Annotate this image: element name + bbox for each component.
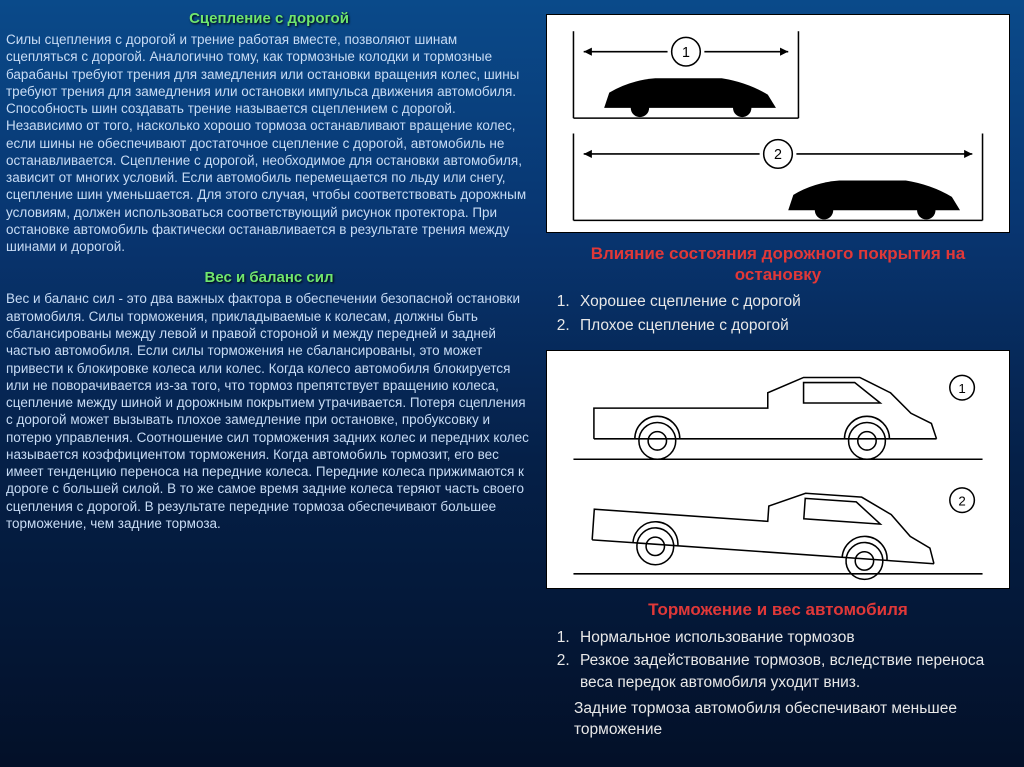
- paragraph-1: Силы сцепления с дорогой и трение работа…: [6, 31, 532, 255]
- list1-item-2: Плохое сцепление с дорогой: [574, 315, 1010, 337]
- diagram2-label2: 2: [958, 494, 965, 509]
- list2-item-2: Резкое задействование тормозов, вследств…: [574, 650, 1010, 693]
- body-text-block-2: Вес и баланс сил - это два важных фактор…: [6, 290, 532, 532]
- diagram2-label1: 1: [958, 381, 965, 396]
- left-column: Сцепление с дорогой Силы сцепления с дор…: [0, 0, 540, 767]
- road-surface-svg: 1 2: [553, 21, 1003, 226]
- body-text-block-1: Силы сцепления с дорогой и трение работа…: [6, 31, 532, 255]
- car-silhouette-2: [788, 181, 960, 220]
- car-silhouette-1: [604, 78, 776, 117]
- heading-traction: Сцепление с дорогой: [6, 10, 532, 27]
- diagram1-label1: 1: [682, 45, 690, 61]
- truck-level: [594, 378, 937, 460]
- diagram1-label2: 2: [774, 147, 782, 163]
- list-road-influence: Хорошее сцепление с дорогой Плохое сцепл…: [574, 291, 1010, 336]
- heading-road-influence: Влияние состояния дорожного покрытия на …: [546, 243, 1010, 286]
- footer-note: Задние тормоза автомобиля обеспечивают м…: [574, 698, 1010, 741]
- list2-item-1: Нормальное использование тормозов: [574, 627, 1010, 649]
- truck-nosedive: [591, 479, 938, 582]
- right-column: 1 2: [540, 0, 1024, 767]
- braking-weight-svg: 1 2: [553, 357, 1003, 582]
- heading-braking-weight: Торможение и вес автомобиля: [546, 599, 1010, 620]
- list1-item-1: Хорошее сцепление с дорогой: [574, 291, 1010, 313]
- list-braking-weight: Нормальное использование тормозов Резкое…: [574, 627, 1010, 694]
- heading-weight-balance: Вес и баланс сил: [6, 269, 532, 286]
- paragraph-2: Вес и баланс сил - это два важных фактор…: [6, 290, 532, 532]
- diagram-braking-weight: 1 2: [546, 350, 1010, 589]
- diagram-road-surface: 1 2: [546, 14, 1010, 233]
